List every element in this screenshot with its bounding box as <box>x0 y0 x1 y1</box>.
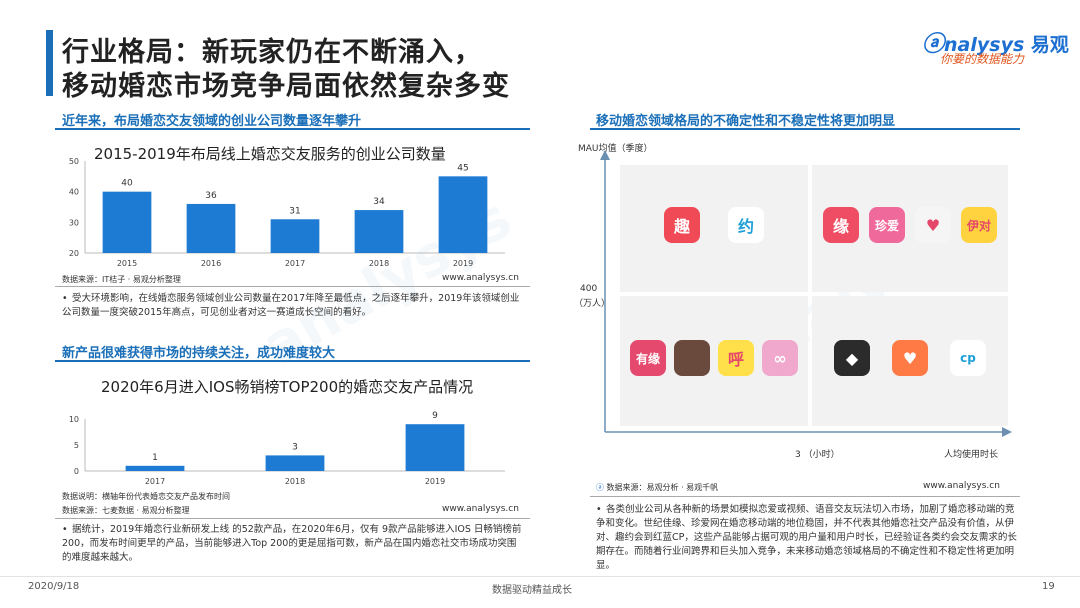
section-heading: 移动婚恋领域格局的不确定性和不稳定性将更加明显 <box>596 114 896 129</box>
bullet-icon: • <box>596 504 602 515</box>
bullet-text: • 各类创业公司从各种新的场景如模拟恋爱或视频、语音交友玩法切入市场，加剧了婚恋移… <box>596 503 1018 573</box>
page-title-line-1: 行业格局：新玩家仍在不断涌入， <box>62 37 482 68</box>
data-label: 1 <box>152 453 158 463</box>
quadrant-bottom-left: 有缘 呼 ∞ <box>620 296 808 426</box>
quadrant-bottom-right: ◆ ♥ cp <box>812 296 1008 426</box>
data-label: 3 <box>292 442 298 452</box>
footer-rule <box>0 576 1080 577</box>
portrait-app-icon <box>674 340 710 376</box>
bullet-content: 各类创业公司从各种新的场景如模拟恋爱或视频、语音交友玩法切入市场，加剧了婚恋移动… <box>596 504 1017 571</box>
bar <box>438 176 488 253</box>
page-number: 19 <box>1042 581 1055 592</box>
quadrant-axes <box>600 150 1012 437</box>
youyuan-app-icon: 有缘 <box>630 340 666 376</box>
data-label: 45 <box>457 163 468 173</box>
section-rule <box>55 360 530 362</box>
bullet-text: • 据统计，2019年婚恋行业新研发上线 的52款产品，在2020年6月，仅有 9… <box>62 523 524 565</box>
y-tick-label: 5 <box>74 441 79 450</box>
bar <box>354 210 404 253</box>
zhenai-app-icon: 珍爱 <box>869 207 905 243</box>
logo-cn: 易观 <box>1030 34 1069 56</box>
bullet-icon: • <box>62 293 68 304</box>
y-axis-label: MAU均值（季度） <box>578 144 653 154</box>
bar <box>265 455 325 471</box>
chart-source: 数据来源：IT桔子 · 易观分析整理 <box>62 275 181 284</box>
qu-app-icon: 趣 <box>664 207 700 243</box>
x-tick-label: 2018 <box>369 259 389 268</box>
page-title-line-2: 移动婚恋市场竞争局面依然复杂多变 <box>62 71 510 102</box>
chart-title: 2020年6月进入IOS畅销榜TOP200的婚恋交友产品情况 <box>101 378 474 396</box>
x-axis-label: 人均使用时长 <box>944 450 999 460</box>
y-tick-label: 50 <box>69 157 79 166</box>
y-tick-label: 40 <box>69 188 79 197</box>
bar <box>270 219 320 253</box>
y-tick-label: 0 <box>74 467 79 476</box>
y-tick-label: 10 <box>69 415 79 424</box>
jiayuan-app-icon: 缘 <box>823 207 859 243</box>
section-rule <box>590 496 1020 497</box>
bar <box>125 465 185 471</box>
x-tick-label: 2019 <box>453 259 473 268</box>
yidui-app-icon: 伊对 <box>961 207 997 243</box>
section-rule <box>590 128 1020 130</box>
bullet-text: • 受大环境影响，在线婚恋服务领域创业公司数量在2017年降至最低点，之后逐年攀升… <box>62 292 524 320</box>
analysys-small-icon: ⓐ <box>596 483 604 492</box>
startup-count-bar-chart: 50 40 30 20 40 2015 36 2016 31 2017 34 2018 45 2019 <box>69 157 505 268</box>
chart-source-url: www.analysys.cn <box>923 481 1000 491</box>
bullet-icon: • <box>62 524 68 535</box>
bullet-content: 据统计，2019年婚恋行业新研发上线 的52款产品，在2020年6月，仅有 9款… <box>62 524 522 563</box>
x-tick-label: 2017 <box>285 259 305 268</box>
section-heading: 新产品很难获得市场的持续关注，成功难度较大 <box>62 346 336 361</box>
bullet-content: 受大环境影响，在线婚恋服务领域创业公司数量在2017年降至最低点，之后逐年攀升，… <box>62 293 520 318</box>
logo-text: nalysys <box>944 34 1025 56</box>
data-label: 40 <box>121 179 133 189</box>
chart-source-url: www.analysys.cn <box>442 504 519 514</box>
chart-source: ⓐ 数据来源：易观分析 · 易观千帆 <box>596 482 718 493</box>
y-tick-label: 30 <box>69 218 79 227</box>
footer-slogan: 数据驱动精益成长 <box>492 585 572 596</box>
section-rule <box>55 128 530 130</box>
logo-tagline: 你要的数据能力 <box>940 52 1025 66</box>
source-text: 数据来源：易观分析 · 易观千帆 <box>606 483 719 492</box>
data-label: 36 <box>205 191 217 201</box>
logo-a-icon: ⓐ <box>922 32 945 57</box>
footer-date: 2020/9/18 <box>28 581 80 592</box>
chart-title: 2015-2019年布局线上婚恋交友服务的创业公司数量 <box>94 145 446 163</box>
bar <box>186 203 236 253</box>
data-label: 31 <box>289 206 300 216</box>
rings-app-icon: ∞ <box>762 340 798 376</box>
bar <box>102 191 152 253</box>
x-tick-label: 2015 <box>117 259 137 268</box>
data-label: 9 <box>432 411 438 421</box>
diamond-app-icon: ◆ <box>834 340 870 376</box>
cp-app-icon: cp <box>950 340 986 376</box>
heart-people-app-icon: ♥ <box>915 207 951 243</box>
yue-app-icon: 约 <box>728 207 764 243</box>
bar <box>405 424 465 471</box>
data-note: 数据说明：横轴年份代表婚恋交友产品发布时间 <box>62 492 230 501</box>
title-accent-bar <box>46 30 53 96</box>
chart-source-url: www.analysys.cn <box>442 273 519 283</box>
quadrant-top-right: 缘珍爱 ♥ 伊对 <box>812 165 1008 292</box>
data-label: 34 <box>373 197 385 207</box>
x-tick-label: 2019 <box>425 477 445 486</box>
x-tick-label: 2018 <box>285 477 305 486</box>
section-rule <box>55 286 530 287</box>
x-tick-label: 2016 <box>201 259 221 268</box>
x-tick-label: 2017 <box>145 477 165 486</box>
hu-app-icon: 呼 <box>718 340 754 376</box>
y-mid-label: 400 <box>580 284 598 294</box>
analysys-logo: ⓐnalysys 易观 <box>922 26 1069 58</box>
quadrant-top-left: 趣约 <box>620 165 808 292</box>
y-tick-label: 20 <box>69 249 79 258</box>
x-mid-label: 3 （小时） <box>795 450 840 460</box>
hand-heart-app-icon: ♥ <box>892 340 928 376</box>
y-mid-unit: （万人） <box>574 299 611 309</box>
ios-top200-bar-chart: 10 5 0 1 2017 3 2018 9 2019 <box>69 411 505 486</box>
section-heading: 近年来，布局婚恋交友领域的创业公司数量逐年攀升 <box>62 114 362 129</box>
section-rule <box>55 518 530 519</box>
chart-source: 数据来源：七麦数据 · 易观分析整理 <box>62 506 190 515</box>
